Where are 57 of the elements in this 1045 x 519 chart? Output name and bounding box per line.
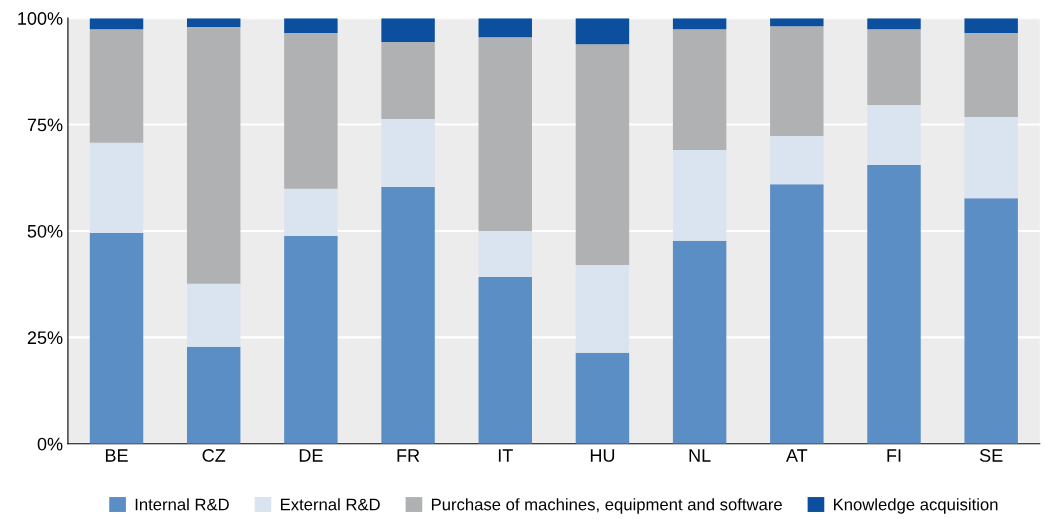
bar [186,283,241,347]
bar [964,18,1018,34]
y-tick-label: 100% [18,12,63,25]
x-tick-label: CZ [202,449,226,462]
bar [381,119,435,188]
legend-label: Knowledge acquisition [833,498,998,514]
x-tick-label: AT [785,449,808,462]
bar [478,230,532,277]
bar [89,29,144,143]
bar [478,18,532,38]
y-tick-label: 25% [27,331,63,345]
bar [867,104,921,165]
bar [575,44,630,265]
legend-label: External R&D [281,498,380,511]
bar [575,18,630,45]
bar [381,18,435,42]
bar [284,188,338,237]
bar [770,26,824,137]
legend-label: Purchase of machines, equipment and software [431,498,782,514]
bar [575,352,630,444]
bar [867,18,921,30]
x-tick-label: FI [887,449,901,462]
bar [478,276,532,444]
bar [770,184,824,444]
bar [575,265,630,353]
bar [89,142,144,234]
bar [284,18,338,34]
bar [381,42,435,120]
bar [186,27,241,284]
y-tick-label: 0% [37,437,63,451]
x-tick-label: HU [590,449,615,462]
bar [284,33,338,189]
x-tick-label: DE [299,449,323,462]
bar [770,136,824,185]
bar [964,198,1018,444]
x-tick-label: FR [397,449,420,462]
bar [964,116,1018,199]
x-tick-label: BE [105,449,128,462]
bar [672,18,727,30]
x-tick-label: SE [979,449,1003,462]
bar [186,346,241,444]
bar [672,240,727,444]
bar [672,150,727,241]
x-tick-label: NL [689,449,711,462]
bar [867,164,921,444]
bar [381,187,435,444]
bar [478,37,532,231]
y-tick-label: 75% [27,118,63,132]
legend-label: Internal R&D [135,498,229,511]
bar [867,29,921,105]
x-tick-label: IT [498,449,513,462]
bar [672,29,727,151]
bar [284,236,338,444]
y-tick-label: 50% [27,224,63,238]
bar [964,33,1018,117]
bar [89,233,144,444]
bar [89,18,144,30]
